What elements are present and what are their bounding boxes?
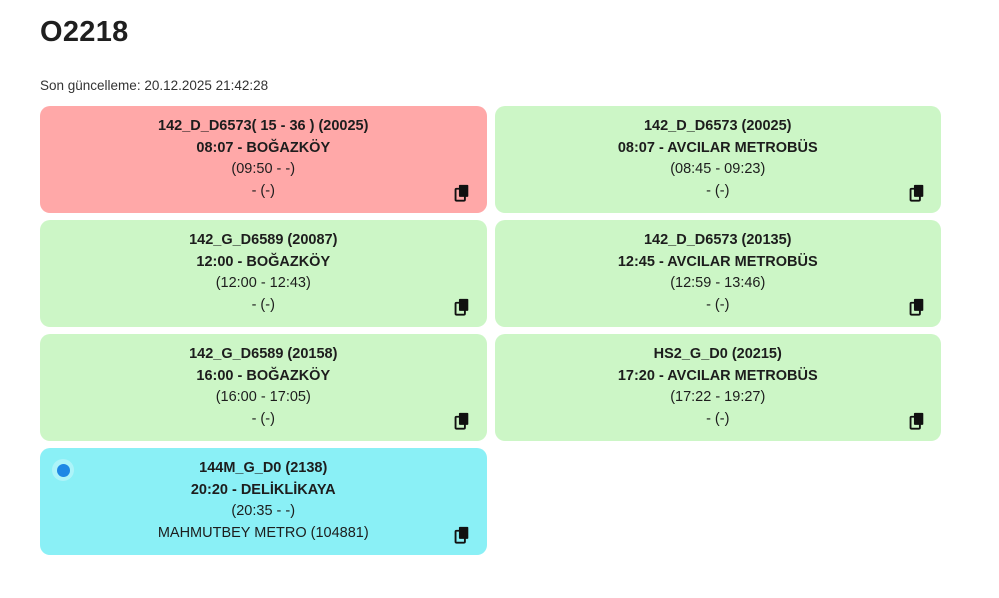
copy-button[interactable] bbox=[452, 297, 472, 317]
trip-extra-info: - (-) bbox=[251, 182, 275, 199]
trip-departure-destination: 12:45 - AVCILAR METROBÜS bbox=[617, 253, 818, 270]
trip-extra-info: - (-) bbox=[251, 410, 275, 427]
card-grid: 142_D_D6573( 15 - 36 ) (20025) 08:07 - B… bbox=[40, 106, 941, 555]
trip-code: HS2_G_D0 (20215) bbox=[653, 346, 782, 362]
trip-card[interactable]: 142_D_D6573( 15 - 36 ) (20025) 08:07 - B… bbox=[40, 106, 487, 213]
active-indicator bbox=[52, 459, 74, 481]
copy-button[interactable] bbox=[906, 183, 926, 203]
trip-code: 142_D_D6573 (20135) bbox=[643, 232, 792, 248]
copy-button[interactable] bbox=[906, 297, 926, 317]
trip-departure-destination: 08:07 - AVCILAR METROBÜS bbox=[617, 139, 818, 156]
trip-departure-destination: 20:20 - DELİKLİKAYA bbox=[190, 481, 336, 498]
trip-departure-destination: 08:07 - BOĞAZKÖY bbox=[196, 139, 331, 156]
trip-code: 142_D_D6573 (20025) bbox=[643, 118, 792, 134]
trip-extra-info: - (-) bbox=[251, 296, 275, 313]
copy-icon bbox=[909, 298, 923, 316]
trip-extra-info: - (-) bbox=[706, 182, 730, 199]
trip-departure-destination: 12:00 - BOĞAZKÖY bbox=[196, 253, 331, 270]
copy-icon bbox=[909, 184, 923, 202]
copy-icon bbox=[454, 412, 469, 430]
trip-departure-destination: 16:00 - BOĞAZKÖY bbox=[196, 367, 331, 384]
trip-time-range: (09:50 - -) bbox=[231, 161, 296, 177]
copy-icon bbox=[454, 298, 469, 316]
trip-time-range: (16:00 - 17:05) bbox=[215, 389, 311, 405]
trip-extra-info: - (-) bbox=[706, 410, 730, 427]
trip-card[interactable]: HS2_G_D0 (20215) 17:20 - AVCILAR METROBÜ… bbox=[494, 334, 941, 441]
trip-time-range: (08:45 - 09:23) bbox=[670, 161, 766, 177]
trip-extra-info: - (-) bbox=[706, 296, 730, 313]
trip-card[interactable]: 142_D_D6573 (20135) 12:45 - AVCILAR METR… bbox=[494, 220, 941, 327]
last-update-text: Son güncelleme: 20.12.2025 21:42:28 bbox=[40, 78, 269, 93]
copy-icon bbox=[454, 526, 469, 544]
page-header: O2218 Son güncelleme: 20.12.2025 21:42:2… bbox=[0, 0, 999, 93]
trip-card[interactable]: 142_G_D6589 (20158) 16:00 - BOĞAZKÖY (16… bbox=[40, 334, 487, 441]
trip-card[interactable]: 144M_G_D0 (2138) 20:20 - DELİKLİKAYA (20… bbox=[40, 448, 487, 555]
trip-code: 142_G_D6589 (20158) bbox=[189, 346, 338, 362]
copy-button[interactable] bbox=[906, 411, 926, 431]
trip-card[interactable]: 142_D_D6573 (20025) 08:07 - AVCILAR METR… bbox=[494, 106, 941, 213]
copy-button[interactable] bbox=[452, 525, 472, 545]
active-dot-icon bbox=[56, 463, 70, 477]
copy-button[interactable] bbox=[452, 183, 472, 203]
trip-card[interactable]: 142_G_D6589 (20087) 12:00 - BOĞAZKÖY (12… bbox=[40, 220, 487, 327]
trip-time-range: (17:22 - 19:27) bbox=[670, 389, 766, 405]
trip-extra-info: MAHMUTBEY METRO (104881) bbox=[157, 524, 369, 541]
trip-time-range: (20:35 - -) bbox=[231, 503, 296, 519]
copy-icon bbox=[454, 184, 469, 202]
trip-time-range: (12:00 - 12:43) bbox=[215, 275, 311, 291]
trip-code: 142_G_D6589 (20087) bbox=[189, 232, 338, 248]
copy-button[interactable] bbox=[452, 411, 472, 431]
trip-departure-destination: 17:20 - AVCILAR METROBÜS bbox=[617, 367, 818, 384]
page-title: O2218 bbox=[40, 16, 129, 48]
trip-code: 144M_G_D0 (2138) bbox=[199, 460, 328, 476]
trip-code: 142_D_D6573( 15 - 36 ) (20025) bbox=[158, 118, 369, 134]
trip-time-range: (12:59 - 13:46) bbox=[670, 275, 766, 291]
copy-icon bbox=[909, 412, 923, 430]
